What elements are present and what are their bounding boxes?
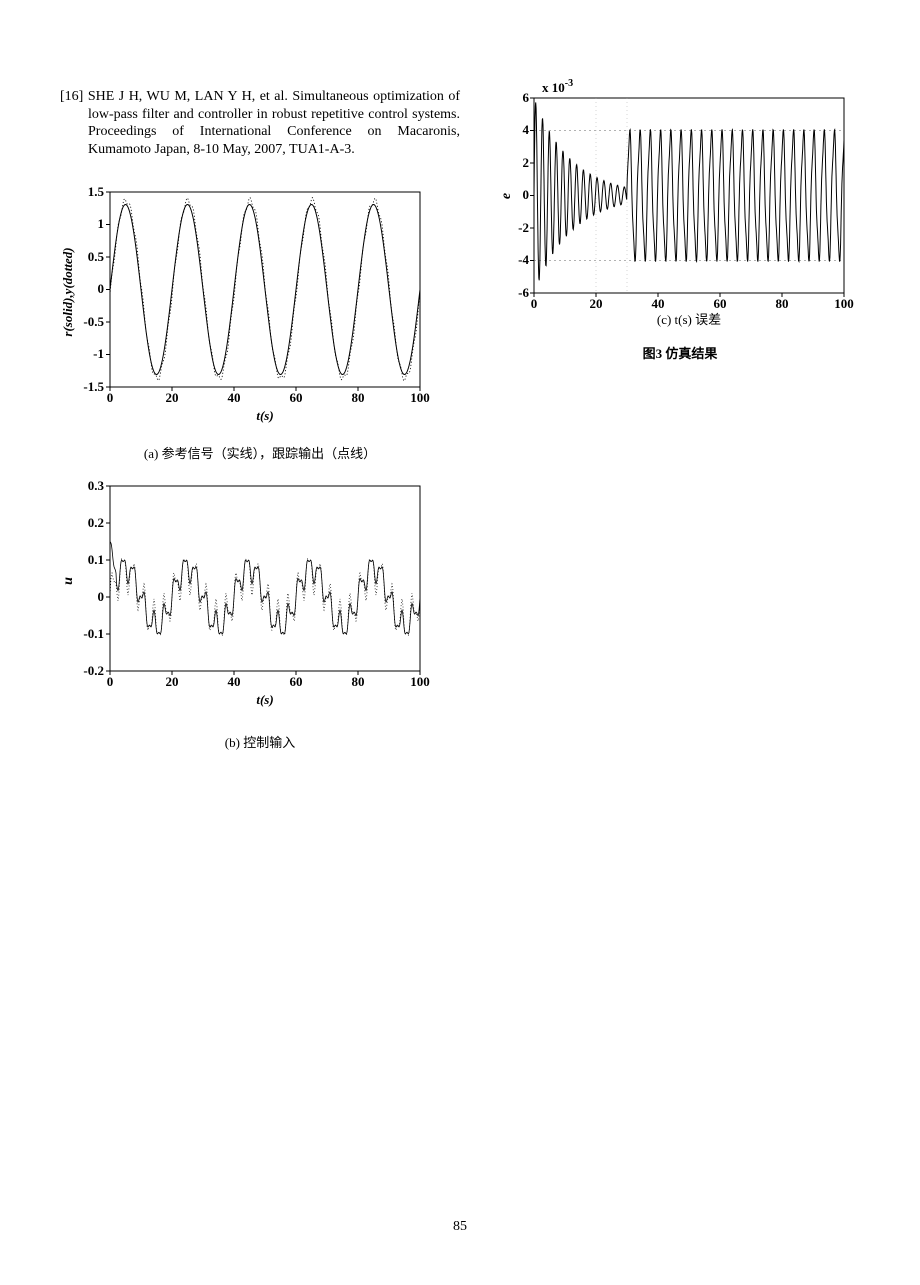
svg-text:20: 20 <box>166 674 179 689</box>
chart-b-svg: 0.3 0.2 0.1 0 -0.1 -0.2 <box>60 476 440 721</box>
svg-text:60: 60 <box>290 674 303 689</box>
svg-text:0: 0 <box>531 296 538 311</box>
svg-text:2: 2 <box>523 155 530 170</box>
svg-text:-1: -1 <box>93 346 104 361</box>
svg-text:60: 60 <box>290 390 303 405</box>
chart-a-container: 1.5 1 0.5 0 -0.5 -1 -1.5 <box>60 182 460 462</box>
svg-text:-2: -2 <box>518 220 529 235</box>
svg-text:0: 0 <box>107 390 114 405</box>
svg-text:0: 0 <box>98 589 105 604</box>
figure-3-title: 图3 仿真结果 <box>500 343 860 362</box>
svg-text:100: 100 <box>410 390 430 405</box>
svg-text:4: 4 <box>523 122 530 137</box>
chart-c-svg: x 10-3 6 4 2 0 -2 -4 <box>500 78 860 338</box>
svg-text:100: 100 <box>834 296 854 311</box>
svg-text:0: 0 <box>98 281 105 296</box>
svg-text:-1.5: -1.5 <box>83 379 104 394</box>
svg-text:-0.2: -0.2 <box>83 663 104 678</box>
svg-text:80: 80 <box>352 390 365 405</box>
chart-c-ylabel: e <box>500 193 514 199</box>
svg-text:-4: -4 <box>518 252 529 267</box>
svg-text:6: 6 <box>523 90 530 105</box>
page-number: 85 <box>0 1219 920 1235</box>
svg-text:80: 80 <box>352 674 365 689</box>
chart-b-caption: (b) 控制输入 <box>60 732 460 751</box>
chart-b-xlabel: t(s) <box>256 692 273 707</box>
reference-body: SHE J H, WU M, LAN Y H, et al. Simultane… <box>88 89 460 157</box>
svg-text:20: 20 <box>166 390 179 405</box>
svg-text:-6: -6 <box>518 285 529 300</box>
chart-b-container: 0.3 0.2 0.1 0 -0.1 -0.2 <box>60 476 460 751</box>
chart-b-ylabel: u <box>61 577 76 585</box>
left-column: [16] SHE J H, WU M, LAN Y H, et al. Simu… <box>60 88 460 751</box>
chart-c-container: x 10-3 6 4 2 0 -2 -4 <box>500 78 860 362</box>
svg-text:0: 0 <box>107 674 114 689</box>
page-container: [16] SHE J H, WU M, LAN Y H, et al. Simu… <box>0 0 920 1285</box>
svg-text:0: 0 <box>523 187 530 202</box>
svg-text:40: 40 <box>652 296 665 311</box>
svg-text:0.5: 0.5 <box>88 249 105 264</box>
svg-text:-0.1: -0.1 <box>83 626 104 641</box>
reference-16: [16] SHE J H, WU M, LAN Y H, et al. Simu… <box>60 88 460 158</box>
chart-c-exponent: x 10-3 <box>542 78 573 95</box>
svg-text:100: 100 <box>410 674 430 689</box>
svg-text:0.3: 0.3 <box>88 478 105 493</box>
chart-a-svg: 1.5 1 0.5 0 -0.5 -1 -1.5 <box>60 182 440 432</box>
svg-text:60: 60 <box>714 296 727 311</box>
svg-text:80: 80 <box>776 296 789 311</box>
reference-number: [16] <box>60 89 83 104</box>
svg-text:1: 1 <box>98 216 105 231</box>
svg-text:0.1: 0.1 <box>88 552 104 567</box>
chart-a-caption: (a) 参考信号（实线），跟踪输出（点线） <box>60 443 460 462</box>
svg-text:-0.5: -0.5 <box>83 314 104 329</box>
svg-text:1.5: 1.5 <box>88 184 105 199</box>
right-column: x 10-3 6 4 2 0 -2 -4 <box>500 78 860 362</box>
svg-text:40: 40 <box>228 390 241 405</box>
svg-text:20: 20 <box>590 296 603 311</box>
svg-text:40: 40 <box>228 674 241 689</box>
chart-a-xlabel: t(s) <box>256 408 273 423</box>
chart-c-xlabel: (c) t(s) 误差 <box>657 312 721 327</box>
chart-a-ylabel: r(solid),y(dotted) <box>60 247 75 336</box>
svg-text:0.2: 0.2 <box>88 515 104 530</box>
